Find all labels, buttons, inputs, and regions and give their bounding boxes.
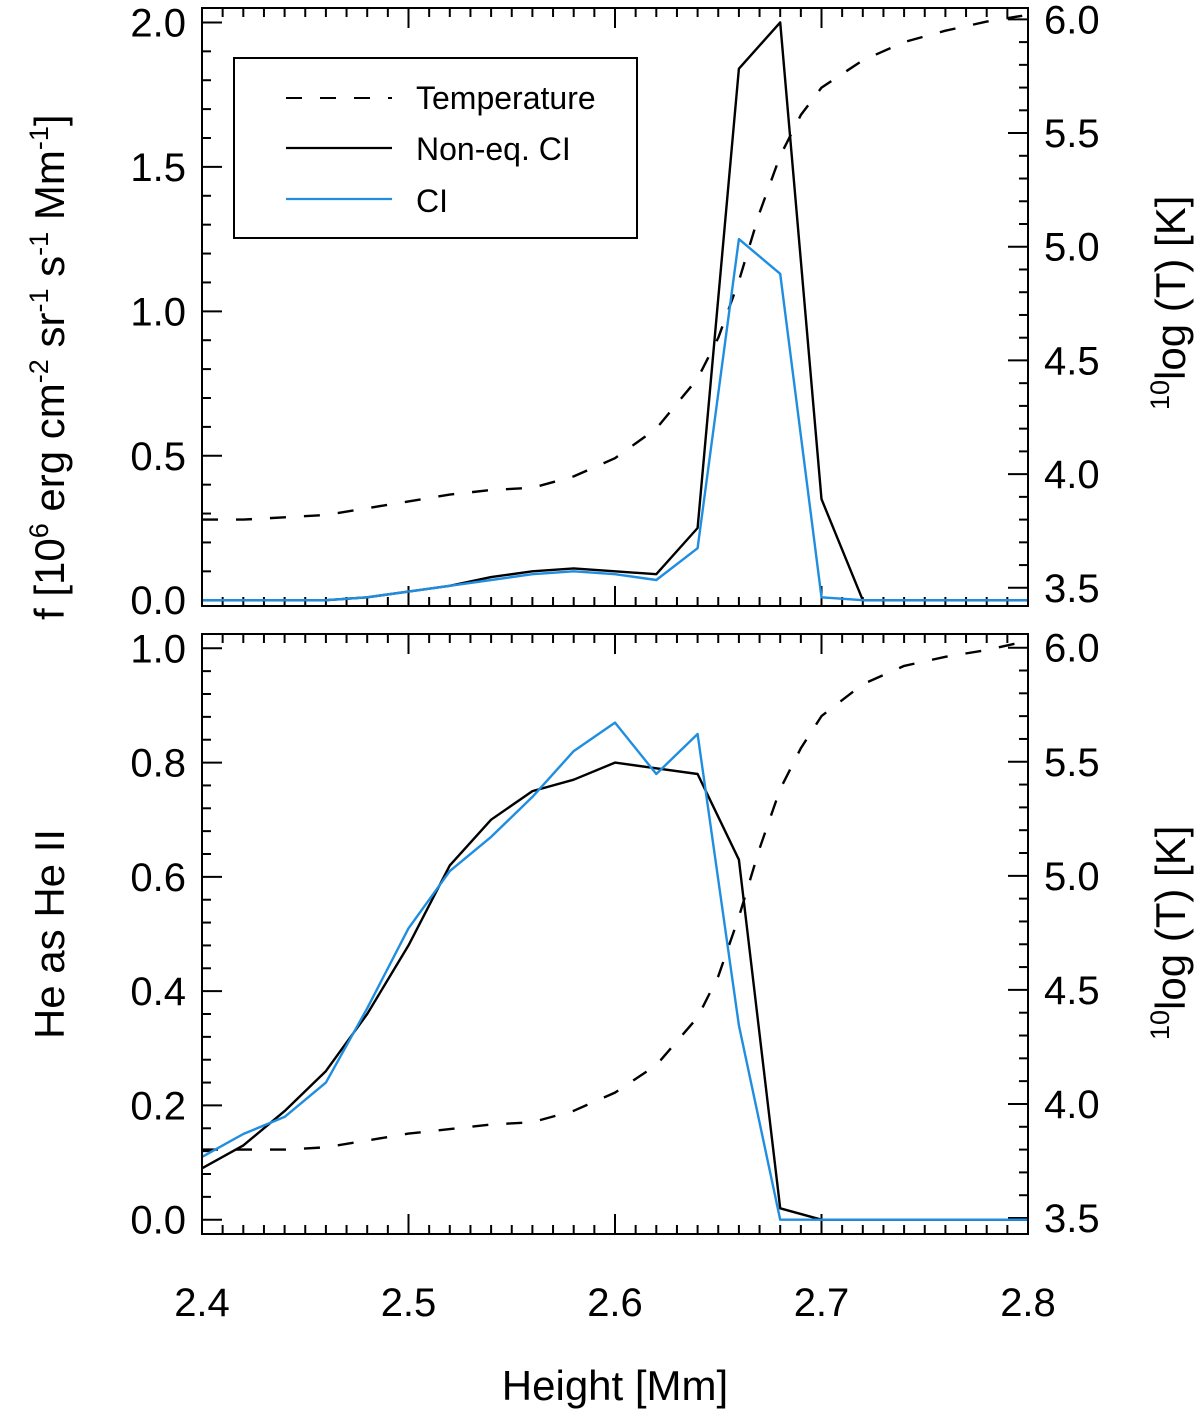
bottom-y-tick-label: 0.4 xyxy=(130,970,186,1014)
bottom-series-non-eq-ci xyxy=(201,761,1028,1221)
top-y2-tick-label: 4.0 xyxy=(1044,453,1100,497)
bottom-y2-tick-label: 4.0 xyxy=(1044,1083,1100,1127)
bottom-series-temperature xyxy=(202,639,1029,1151)
top-series xyxy=(202,13,1029,602)
top-y-tick-label: 2.0 xyxy=(130,1,186,45)
bottom-y-tick-label: 1.0 xyxy=(130,627,186,671)
bottom-x-tick-label: 2.8 xyxy=(1000,1281,1056,1325)
top-panel: 0.0 0.5 1.0 1.5 2.0 3.5 4.0 4.5 5.0 5.5 6.0 Temper… xyxy=(24,0,1194,623)
x-axis-label: Height [Mm] xyxy=(502,1362,728,1409)
bottom-x-tick-label: 2.4 xyxy=(174,1281,230,1325)
bottom-tick-labels: 0.0 0.2 0.4 0.6 0.8 1.0 3.5 4.0 4.5 5.0 5.5 6.0 2.4 2… xyxy=(130,627,1099,1325)
bottom-y-tick-label: 0.6 xyxy=(130,856,186,900)
top-y2-tick-label: 3.5 xyxy=(1044,567,1100,611)
bottom-y-tick-label: 0.0 xyxy=(130,1199,186,1243)
bottom-y-tick-label: 0.2 xyxy=(130,1084,186,1128)
bottom-y2-tick-label: 6.0 xyxy=(1044,627,1100,671)
top-y-tick-label: 0.5 xyxy=(130,435,186,479)
bottom-x-tick-label: 2.6 xyxy=(587,1281,643,1325)
bottom-x-tick-label: 2.7 xyxy=(794,1281,850,1325)
top-frame xyxy=(201,7,1029,607)
top-y2label: 10log (T) [K] xyxy=(1145,196,1194,410)
bottom-ylabel: He as He II xyxy=(26,829,73,1039)
top-ticks xyxy=(201,8,1029,606)
top-y-tick-label: 1.0 xyxy=(130,290,186,334)
top-tick-labels: 0.0 0.5 1.0 1.5 2.0 3.5 4.0 4.5 5.0 5.5 6.0 xyxy=(130,0,1099,623)
bottom-series-ci xyxy=(201,721,1028,1221)
bottom-series xyxy=(201,639,1029,1221)
top-y2-tick-label: 5.5 xyxy=(1044,112,1100,156)
bottom-y2-tick-label: 3.5 xyxy=(1044,1197,1100,1241)
bottom-y2-tick-label: 4.5 xyxy=(1044,969,1100,1013)
bottom-y-tick-label: 0.8 xyxy=(130,742,186,786)
top-y2-tick-label: 6.0 xyxy=(1044,0,1100,42)
bottom-x-tick-label: 2.5 xyxy=(381,1281,437,1325)
top-y2-tick-label: 4.5 xyxy=(1044,339,1100,383)
bottom-y2-tick-label: 5.5 xyxy=(1044,741,1100,785)
legend-label-ci: CI xyxy=(416,183,448,219)
top-y2-tick-label: 5.0 xyxy=(1044,226,1100,270)
bottom-frame xyxy=(201,633,1029,1235)
legend: Temperature Non-eq. CI CI xyxy=(233,57,638,239)
top-y-tick-label: 0.0 xyxy=(130,579,186,623)
top-series-ci xyxy=(202,237,1028,602)
legend-label-non-eq-ci: Non-eq. CI xyxy=(416,131,571,167)
legend-label-temperature: Temperature xyxy=(416,80,596,116)
bottom-y2-tick-label: 5.0 xyxy=(1044,855,1100,899)
bottom-y2label: 10log (T) [K] xyxy=(1145,826,1194,1040)
top-y-tick-label: 1.5 xyxy=(130,146,186,190)
top-ylabel: f [106 erg cm-2 sr-1 s-1 Mm-1] xyxy=(24,114,73,620)
bottom-panel: 0.0 0.2 0.4 0.6 0.8 1.0 3.5 4.0 4.5 5.0 5.5 6.0 2.4 2… xyxy=(26,627,1194,1409)
